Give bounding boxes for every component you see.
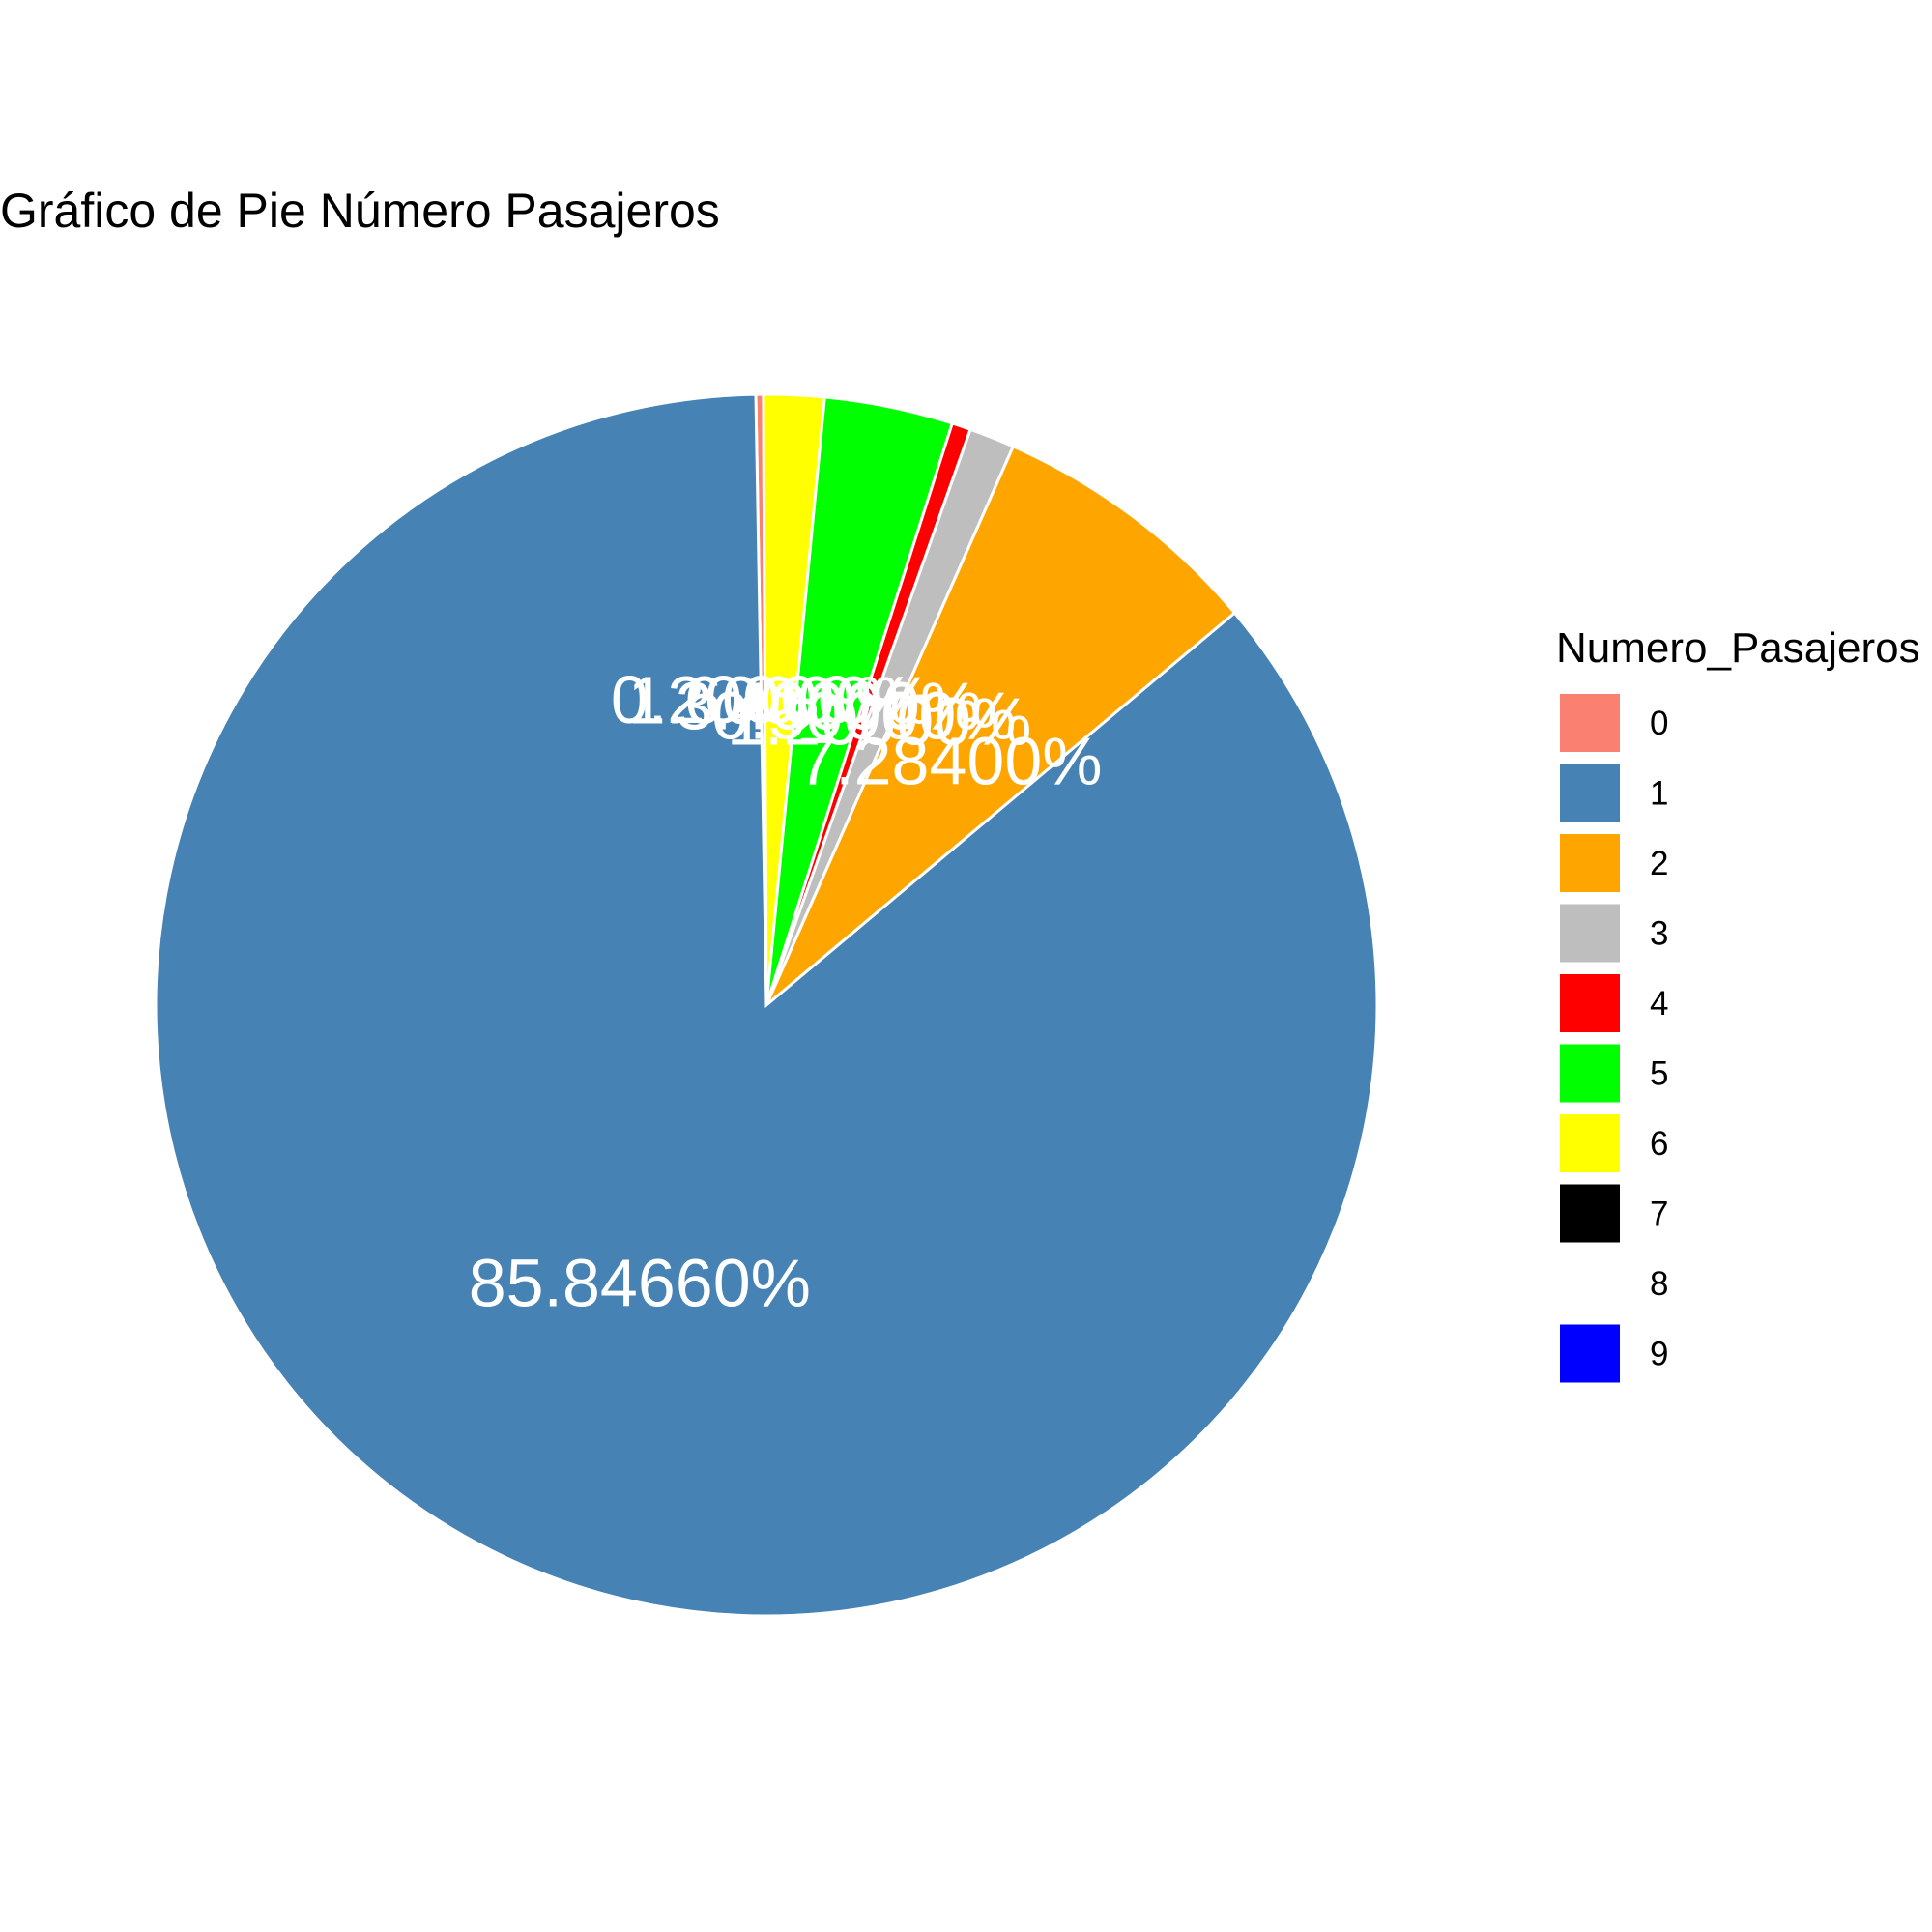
slice-label-5: 3.40000% — [676, 668, 980, 743]
legend-label-3: 3 — [1650, 915, 1668, 953]
legend-swatch-0 — [1560, 694, 1620, 752]
legend-title: Numero_Pasajeros — [1556, 624, 1920, 672]
legend-swatch-5 — [1560, 1044, 1620, 1103]
pie-slice-labels: 0.20000%1.60000%3.40000%0.50000%1.20000%… — [469, 662, 1103, 1321]
legend-label-6: 6 — [1650, 1125, 1668, 1163]
legend-label-2: 2 — [1650, 845, 1668, 882]
legend-label-7: 7 — [1650, 1196, 1668, 1233]
legend-swatch-4 — [1560, 974, 1620, 1032]
pie-slice-2 — [764, 444, 1237, 1007]
slice-label-1: 85.84660% — [469, 1246, 811, 1321]
pie-slice-1 — [154, 392, 1379, 1618]
chart-title: Gráfico de Pie Número Pasajeros — [0, 184, 720, 238]
legend-items: 0 1 2 3 4 5 6 7 8 9 — [1560, 694, 1668, 1383]
legend-label-0: 0 — [1650, 705, 1668, 742]
legend-label-4: 4 — [1650, 985, 1668, 1023]
legend-swatch-3 — [1560, 904, 1620, 963]
legend-label-5: 5 — [1650, 1055, 1668, 1093]
legend-swatch-1 — [1560, 764, 1620, 822]
slice-label-0: 0.20000% — [611, 662, 915, 737]
slice-label-3: 1.20000% — [727, 683, 1031, 759]
slice-label-2: 7.28400% — [797, 723, 1102, 798]
legend-label-8: 8 — [1650, 1265, 1668, 1303]
legend-swatch-9 — [1560, 1324, 1620, 1383]
slice-label-4: 0.50000% — [711, 678, 1016, 754]
legend-swatch-8 — [1560, 1254, 1620, 1312]
slice-label-6: 1.60000% — [628, 662, 933, 737]
legend-swatch-6 — [1560, 1114, 1620, 1172]
pie-slices — [154, 392, 1379, 1618]
legend-label-1: 1 — [1650, 775, 1668, 813]
legend: Numero_Pasajeros 0 1 2 3 4 5 6 7 8 9 — [1556, 624, 1920, 1383]
legend-swatch-7 — [1560, 1184, 1620, 1243]
legend-swatch-2 — [1560, 834, 1620, 892]
legend-label-9: 9 — [1650, 1336, 1668, 1373]
